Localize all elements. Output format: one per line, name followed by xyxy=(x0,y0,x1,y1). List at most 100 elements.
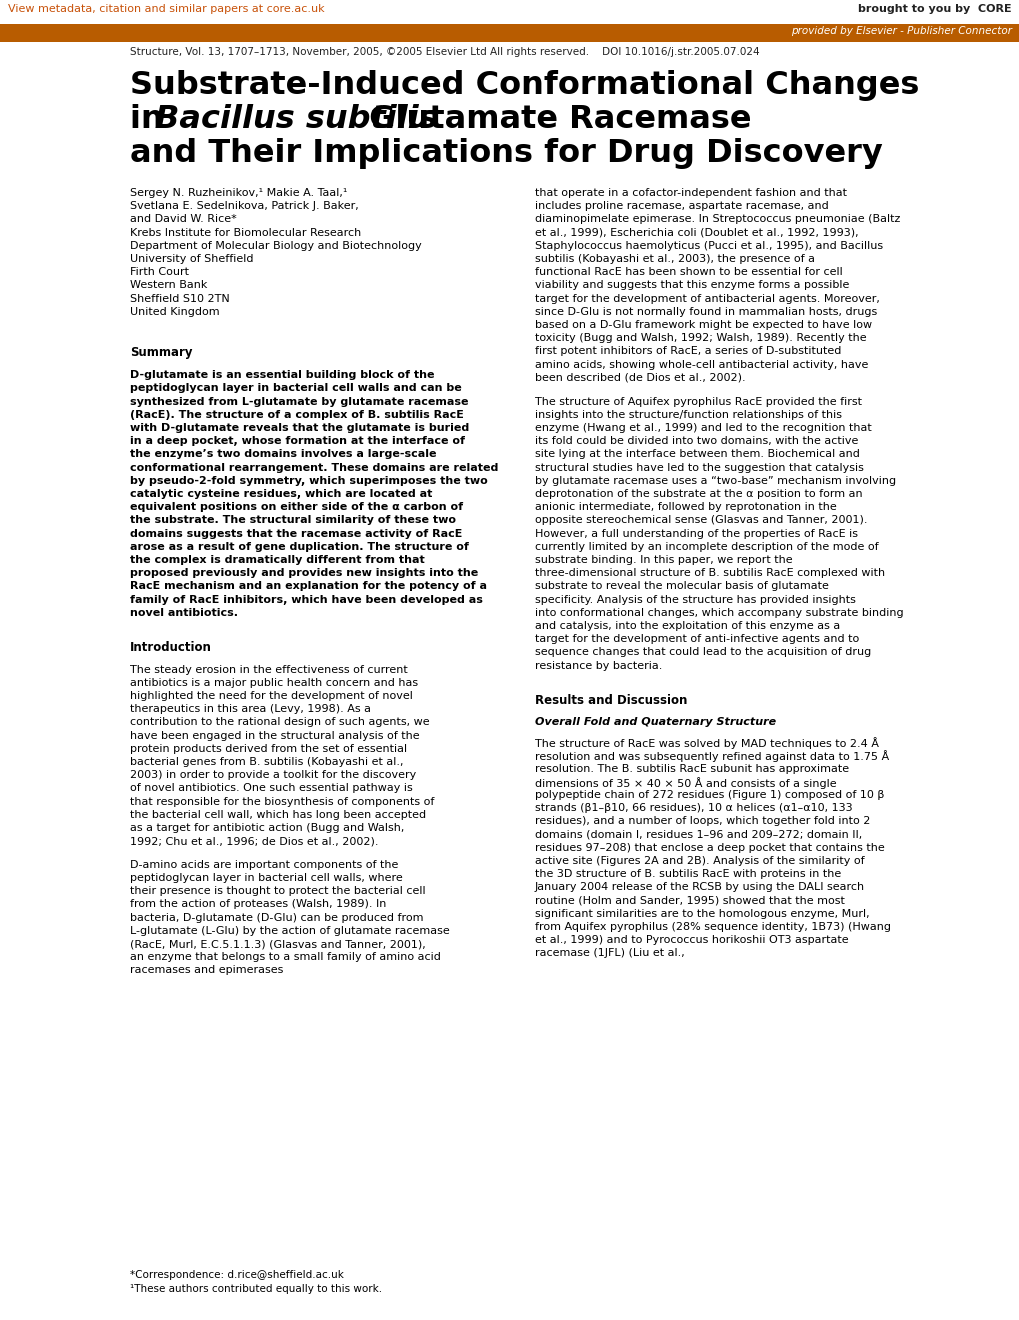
Text: the substrate. The structural similarity of these two: the substrate. The structural similarity… xyxy=(129,515,455,525)
Text: strands (β1–β10, 66 residues), 10 α helices (α1–α10, 133: strands (β1–β10, 66 residues), 10 α heli… xyxy=(535,803,852,813)
Text: L-glutamate (L-Glu) by the action of glutamate racemase: L-glutamate (L-Glu) by the action of glu… xyxy=(129,925,449,936)
Text: et al., 1999), Escherichia coli (Doublet et al., 1992, 1993),: et al., 1999), Escherichia coli (Doublet… xyxy=(535,227,858,238)
Text: Staphylococcus haemolyticus (Pucci et al., 1995), and Bacillus: Staphylococcus haemolyticus (Pucci et al… xyxy=(535,240,882,251)
Text: Western Bank: Western Bank xyxy=(129,280,207,290)
Text: enzyme (Hwang et al., 1999) and led to the recognition that: enzyme (Hwang et al., 1999) and led to t… xyxy=(535,422,871,433)
Text: Results and Discussion: Results and Discussion xyxy=(535,693,687,706)
Text: structural studies have led to the suggestion that catalysis: structural studies have led to the sugge… xyxy=(535,462,863,473)
Text: since D-Glu is not normally found in mammalian hosts, drugs: since D-Glu is not normally found in mam… xyxy=(535,306,876,317)
Text: domains suggests that the racemase activity of RacE: domains suggests that the racemase activ… xyxy=(129,528,462,539)
Text: resolution and was subsequently refined against data to 1.75 Å: resolution and was subsequently refined … xyxy=(535,750,889,762)
Text: The steady erosion in the effectiveness of current: The steady erosion in the effectiveness … xyxy=(129,664,408,675)
Text: target for the development of anti-infective agents and to: target for the development of anti-infec… xyxy=(535,634,858,644)
Text: 2003) in order to provide a toolkit for the discovery: 2003) in order to provide a toolkit for … xyxy=(129,770,416,780)
Text: viability and suggests that this enzyme forms a possible: viability and suggests that this enzyme … xyxy=(535,280,849,290)
Text: Structure, Vol. 13, 1707–1713, November, 2005, ©2005 Elsevier Ltd All rights res: Structure, Vol. 13, 1707–1713, November,… xyxy=(129,48,759,57)
Text: residues 97–208) that enclose a deep pocket that contains the: residues 97–208) that enclose a deep poc… xyxy=(535,842,883,853)
Text: amino acids, showing whole-cell antibacterial activity, have: amino acids, showing whole-cell antibact… xyxy=(535,359,867,370)
Text: D-glutamate is an essential building block of the: D-glutamate is an essential building blo… xyxy=(129,370,434,380)
Text: contribution to the rational design of such agents, we: contribution to the rational design of s… xyxy=(129,717,429,727)
Text: the enzyme’s two domains involves a large-scale: the enzyme’s two domains involves a larg… xyxy=(129,449,436,459)
Text: conformational rearrangement. These domains are related: conformational rearrangement. These doma… xyxy=(129,462,498,473)
Text: site lying at the interface between them. Biochemical and: site lying at the interface between them… xyxy=(535,449,859,459)
Text: target for the development of antibacterial agents. Moreover,: target for the development of antibacter… xyxy=(535,293,879,304)
Text: and catalysis, into the exploitation of this enzyme as a: and catalysis, into the exploitation of … xyxy=(535,620,840,631)
Text: D-amino acids are important components of the: D-amino acids are important components o… xyxy=(129,859,398,870)
Text: Svetlana E. Sedelnikova, Patrick J. Baker,: Svetlana E. Sedelnikova, Patrick J. Bake… xyxy=(129,201,359,211)
Text: However, a full understanding of the properties of RacE is: However, a full understanding of the pro… xyxy=(535,528,857,539)
Text: polypeptide chain of 272 residues (Figure 1) composed of 10 β: polypeptide chain of 272 residues (Figur… xyxy=(535,789,883,800)
Text: by glutamate racemase uses a “two-base” mechanism involving: by glutamate racemase uses a “two-base” … xyxy=(535,475,896,486)
Text: protein products derived from the set of essential: protein products derived from the set of… xyxy=(129,743,407,754)
Text: from the action of proteases (Walsh, 1989). In: from the action of proteases (Walsh, 198… xyxy=(129,899,386,909)
Text: synthesized from L-glutamate by glutamate racemase: synthesized from L-glutamate by glutamat… xyxy=(129,396,468,407)
Text: and Their Implications for Drug Discovery: and Their Implications for Drug Discover… xyxy=(129,139,881,169)
Text: with D-glutamate reveals that the glutamate is buried: with D-glutamate reveals that the glutam… xyxy=(129,422,469,433)
Text: active site (Figures 2A and 2B). Analysis of the similarity of: active site (Figures 2A and 2B). Analysi… xyxy=(535,855,864,866)
Text: *Correspondence: d.rice@sheffield.ac.uk: *Correspondence: d.rice@sheffield.ac.uk xyxy=(129,1270,343,1280)
Text: three-dimensional structure of B. subtilis RacE complexed with: three-dimensional structure of B. subtil… xyxy=(535,568,884,578)
Text: proposed previously and provides new insights into the: proposed previously and provides new ins… xyxy=(129,568,478,578)
Text: the 3D structure of B. subtilis RacE with proteins in the: the 3D structure of B. subtilis RacE wit… xyxy=(535,869,841,879)
Text: arose as a result of gene duplication. The structure of: arose as a result of gene duplication. T… xyxy=(129,541,469,552)
Text: its fold could be divided into two domains, with the active: its fold could be divided into two domai… xyxy=(535,436,858,446)
Text: Summary: Summary xyxy=(129,346,193,359)
Text: catalytic cysteine residues, which are located at: catalytic cysteine residues, which are l… xyxy=(129,488,432,499)
Text: and David W. Rice*: and David W. Rice* xyxy=(129,214,236,224)
Text: diaminopimelate epimerase. In Streptococcus pneumoniae (Baltz: diaminopimelate epimerase. In Streptococ… xyxy=(535,214,900,224)
Text: University of Sheffield: University of Sheffield xyxy=(129,253,254,264)
Text: into conformational changes, which accompany substrate binding: into conformational changes, which accom… xyxy=(535,607,903,618)
Text: family of RacE inhibitors, which have been developed as: family of RacE inhibitors, which have be… xyxy=(129,594,482,605)
Text: United Kingdom: United Kingdom xyxy=(129,306,219,317)
Text: routine (Holm and Sander, 1995) showed that the most: routine (Holm and Sander, 1995) showed t… xyxy=(535,895,844,906)
Text: brought to you by  CORE: brought to you by CORE xyxy=(858,4,1011,15)
Text: et al., 1999) and to Pyrococcus horikoshii OT3 aspartate: et al., 1999) and to Pyrococcus horikosh… xyxy=(535,935,848,945)
Text: opposite stereochemical sense (Glasvas and Tanner, 2001).: opposite stereochemical sense (Glasvas a… xyxy=(535,515,866,525)
Text: the complex is dramatically different from that: the complex is dramatically different fr… xyxy=(129,554,424,565)
Text: dimensions of 35 × 40 × 50 Å and consists of a single: dimensions of 35 × 40 × 50 Å and consist… xyxy=(535,776,836,788)
Text: peptidoglycan layer in bacterial cell walls, where: peptidoglycan layer in bacterial cell wa… xyxy=(129,873,403,883)
Text: significant similarities are to the homologous enzyme, Murl,: significant similarities are to the homo… xyxy=(535,908,869,919)
Text: Bacillus subtilis: Bacillus subtilis xyxy=(155,104,437,135)
Text: functional RacE has been shown to be essential for cell: functional RacE has been shown to be ess… xyxy=(535,267,842,277)
Text: in a deep pocket, whose formation at the interface of: in a deep pocket, whose formation at the… xyxy=(129,436,465,446)
Text: resolution. The B. subtilis RacE subunit has approximate: resolution. The B. subtilis RacE subunit… xyxy=(535,763,848,774)
Text: currently limited by an incomplete description of the mode of: currently limited by an incomplete descr… xyxy=(535,541,877,552)
Text: bacterial genes from B. subtilis (Kobayashi et al.,: bacterial genes from B. subtilis (Kobaya… xyxy=(129,756,404,767)
Text: insights into the structure/function relationships of this: insights into the structure/function rel… xyxy=(535,409,841,420)
Text: that operate in a cofactor-independent fashion and that: that operate in a cofactor-independent f… xyxy=(535,187,846,198)
Text: novel antibiotics.: novel antibiotics. xyxy=(129,607,237,618)
Text: provided by Elsevier - Publisher Connector: provided by Elsevier - Publisher Connect… xyxy=(790,26,1011,36)
Text: from Aquifex pyrophilus (28% sequence identity, 1B73) (Hwang: from Aquifex pyrophilus (28% sequence id… xyxy=(535,921,891,932)
Text: RacE mechanism and an explanation for the potency of a: RacE mechanism and an explanation for th… xyxy=(129,581,486,591)
Text: Introduction: Introduction xyxy=(129,640,212,653)
Text: their presence is thought to protect the bacterial cell: their presence is thought to protect the… xyxy=(129,886,425,896)
Text: January 2004 release of the RCSB by using the DALI search: January 2004 release of the RCSB by usin… xyxy=(535,882,864,892)
Text: Krebs Institute for Biomolecular Research: Krebs Institute for Biomolecular Researc… xyxy=(129,227,361,238)
Text: Glutamate Racemase: Glutamate Racemase xyxy=(358,104,751,135)
Text: Substrate-Induced Conformational Changes: Substrate-Induced Conformational Changes xyxy=(129,70,918,102)
Text: The structure of RacE was solved by MAD techniques to 2.4 Å: The structure of RacE was solved by MAD … xyxy=(535,737,878,748)
Text: Sheffield S10 2TN: Sheffield S10 2TN xyxy=(129,293,229,304)
Text: The structure of Aquifex pyrophilus RacE provided the first: The structure of Aquifex pyrophilus RacE… xyxy=(535,396,861,407)
Text: equivalent positions on either side of the α carbon of: equivalent positions on either side of t… xyxy=(129,502,463,512)
Text: based on a D-Glu framework might be expected to have low: based on a D-Glu framework might be expe… xyxy=(535,319,871,330)
Text: an enzyme that belongs to a small family of amino acid: an enzyme that belongs to a small family… xyxy=(129,952,440,962)
Text: been described (de Dios et al., 2002).: been described (de Dios et al., 2002). xyxy=(535,372,745,383)
Text: residues), and a number of loops, which together fold into 2: residues), and a number of loops, which … xyxy=(535,816,869,826)
Text: sequence changes that could lead to the acquisition of drug: sequence changes that could lead to the … xyxy=(535,647,870,657)
Bar xyxy=(0,24,1019,42)
Text: subtilis (Kobayashi et al., 2003), the presence of a: subtilis (Kobayashi et al., 2003), the p… xyxy=(535,253,814,264)
Text: substrate to reveal the molecular basis of glutamate: substrate to reveal the molecular basis … xyxy=(535,581,828,591)
Text: peptidoglycan layer in bacterial cell walls and can be: peptidoglycan layer in bacterial cell wa… xyxy=(129,383,462,393)
Text: View metadata, citation and similar papers at core.ac.uk: View metadata, citation and similar pape… xyxy=(8,4,324,15)
Text: Department of Molecular Biology and Biotechnology: Department of Molecular Biology and Biot… xyxy=(129,240,421,251)
Text: the bacterial cell wall, which has long been accepted: the bacterial cell wall, which has long … xyxy=(129,809,426,820)
Text: bacteria, D-glutamate (D-Glu) can be produced from: bacteria, D-glutamate (D-Glu) can be pro… xyxy=(129,912,423,923)
Text: highlighted the need for the development of novel: highlighted the need for the development… xyxy=(129,690,413,701)
Text: Overall Fold and Quaternary Structure: Overall Fold and Quaternary Structure xyxy=(535,717,775,727)
Text: of novel antibiotics. One such essential pathway is: of novel antibiotics. One such essential… xyxy=(129,783,413,793)
Text: antibiotics is a major public health concern and has: antibiotics is a major public health con… xyxy=(129,677,418,688)
Text: first potent inhibitors of RacE, a series of D-substituted: first potent inhibitors of RacE, a serie… xyxy=(535,346,841,356)
Text: Sergey N. Ruzheinikov,¹ Makie A. Taal,¹: Sergey N. Ruzheinikov,¹ Makie A. Taal,¹ xyxy=(129,187,347,198)
